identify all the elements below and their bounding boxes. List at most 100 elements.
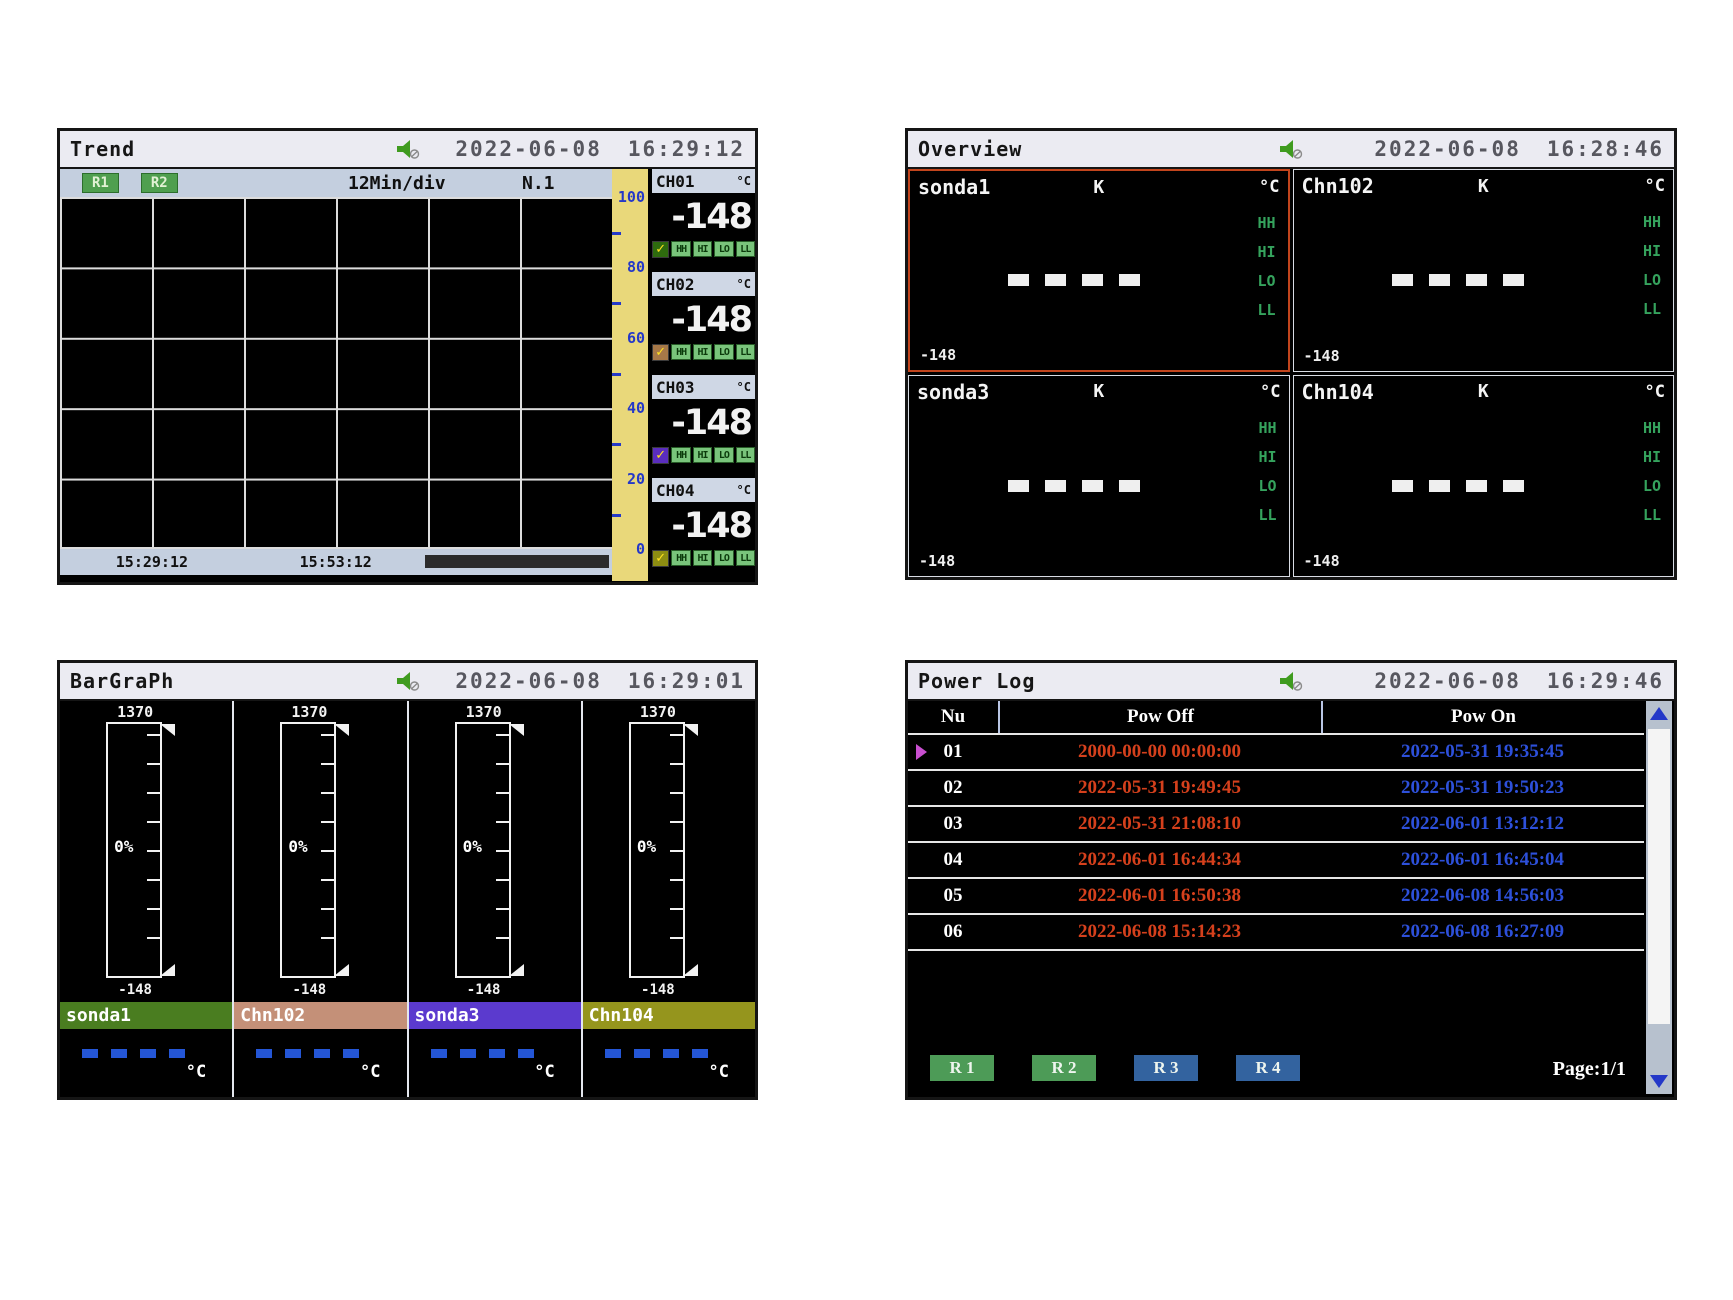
pow-off-cell: 2022-05-31 19:49:45 bbox=[1077, 777, 1242, 798]
bargraph-panel: BarGraPh 2022-06-08 16:29:01 1370 0% -14… bbox=[57, 660, 758, 1100]
tile-unit: °C bbox=[1644, 176, 1665, 196]
table-row[interactable]: 02 2022-05-31 19:49:45 2022-05-31 19:50:… bbox=[908, 771, 1644, 807]
tile-unit: °C bbox=[1644, 381, 1665, 402]
group-number-label: N.1 bbox=[522, 172, 555, 194]
row-number: 05 bbox=[943, 885, 963, 906]
scroll-up-icon[interactable] bbox=[1650, 707, 1668, 720]
speaker-muted-icon bbox=[395, 138, 421, 160]
channel-readout-ch02[interactable]: CH02 °C -148 ✓ HH HI LO LL bbox=[652, 272, 756, 368]
trend-value-scale: 100 80 60 40 20 0 bbox=[612, 169, 648, 581]
overview-title: Overview bbox=[918, 137, 1023, 161]
channel-readout-ch03[interactable]: CH03 °C -148 ✓ HH HI LO LL bbox=[652, 375, 756, 471]
scroll-down-icon[interactable] bbox=[1650, 1075, 1668, 1088]
powerlog-datetime: 2022-06-08 16:29:46 bbox=[1374, 669, 1674, 693]
alarm-ll-label: LL bbox=[1257, 301, 1276, 319]
pen-checkbox[interactable]: ✓ bbox=[652, 446, 670, 464]
relay-r1-badge[interactable]: R1 bbox=[82, 173, 119, 193]
relay-r1-button[interactable]: R 1 bbox=[930, 1055, 994, 1081]
time-display: 16:28:46 bbox=[1546, 137, 1664, 161]
pen-checkbox[interactable]: ✓ bbox=[652, 343, 670, 361]
relay-r2-badge[interactable]: R2 bbox=[140, 173, 178, 193]
pen-checkbox[interactable]: ✓ bbox=[652, 240, 670, 258]
table-row[interactable]: 01 2000-00-00 00:00:00 2022-05-31 19:35:… bbox=[908, 735, 1644, 771]
relay-r4-button[interactable]: R 4 bbox=[1236, 1055, 1300, 1081]
column-header-nu: Nu bbox=[940, 706, 966, 727]
trend-titlebar: Trend 2022-06-08 16:29:12 bbox=[60, 131, 755, 169]
scrollbar[interactable] bbox=[1646, 701, 1672, 1094]
pow-off-cell: 2000-00-00 00:00:00 bbox=[1077, 741, 1242, 762]
overview-datetime: 2022-06-08 16:28:46 bbox=[1374, 137, 1674, 161]
alarm-hh-label: HH bbox=[1642, 418, 1661, 437]
alarm-hi-label: HI bbox=[1257, 243, 1276, 261]
powerlog-title: Power Log bbox=[918, 669, 1036, 693]
alarm-hi-badge: HI bbox=[692, 241, 713, 257]
date-display: 2022-06-08 bbox=[1374, 669, 1521, 693]
page-indicator: Page:1/1 bbox=[1552, 1058, 1626, 1080]
relay-buttons: R 1 R 2 R 3 R 4 bbox=[930, 1055, 1300, 1081]
sensor-type: K bbox=[1477, 381, 1489, 402]
overview-tile-chn102[interactable]: Chn102 K °C HH HI LO LL -148 bbox=[1292, 169, 1674, 372]
scale-tick: 0 bbox=[635, 540, 645, 558]
sensor-type: K bbox=[1093, 176, 1105, 198]
pow-on-cell: 2022-05-31 19:35:45 bbox=[1400, 741, 1565, 762]
gauge-unit-label: °C bbox=[534, 1062, 555, 1082]
alarm-hi-label: HI bbox=[1642, 242, 1661, 260]
table-row[interactable]: 04 2022-06-01 16:44:34 2022-06-01 16:45:… bbox=[908, 843, 1644, 879]
alarm-status-list: HH HI LO LL bbox=[1257, 209, 1275, 325]
no-reading-dashes bbox=[1392, 274, 1525, 287]
gauge-max-label: 1370 bbox=[117, 703, 154, 721]
gauge-top-marker-icon bbox=[334, 724, 350, 736]
gauge-channel-tag: Chn102 bbox=[234, 1002, 407, 1029]
alarm-hh-badge: HH bbox=[671, 344, 691, 360]
time-axis-handle[interactable] bbox=[425, 555, 609, 568]
alarm-ll-label: LL bbox=[1642, 300, 1661, 318]
bargraph-titlebar: BarGraPh 2022-06-08 16:29:01 bbox=[60, 663, 755, 701]
alarm-ll-badge: LL bbox=[735, 241, 756, 257]
gauge-bottom-marker-icon bbox=[160, 964, 176, 976]
bargraph-columns: 1370 0% -148 sonda1 °C 1370 0% -148 Chn1… bbox=[60, 701, 755, 1097]
channel-name: CH02 bbox=[656, 274, 695, 294]
gauge-ticks bbox=[147, 734, 161, 966]
trend-datetime: 2022-06-08 16:29:12 bbox=[455, 137, 755, 161]
table-row[interactable]: 05 2022-06-01 16:50:38 2022-06-08 14:56:… bbox=[908, 879, 1644, 915]
tile-name: sonda1 bbox=[918, 175, 991, 199]
gauge-unit-label: °C bbox=[708, 1062, 729, 1082]
table-row[interactable]: 03 2022-05-31 21:08:10 2022-06-01 13:12:… bbox=[908, 807, 1644, 843]
row-number: 04 bbox=[943, 849, 963, 870]
overview-tile-sonda3[interactable]: sonda3 K °C HH HI LO LL -148 bbox=[908, 374, 1290, 577]
table-row[interactable]: 06 2022-06-08 15:14:23 2022-06-08 16:27:… bbox=[908, 915, 1644, 951]
overview-panel: Overview 2022-06-08 16:28:46 sonda1 K °C… bbox=[905, 128, 1677, 580]
overview-titlebar: Overview 2022-06-08 16:28:46 bbox=[908, 131, 1674, 169]
scrollbar-thumb[interactable] bbox=[1648, 729, 1670, 1024]
column-header-pow-on: Pow On bbox=[1321, 701, 1644, 733]
scale-tick: 60 bbox=[626, 329, 645, 347]
gauge-unit-label: °C bbox=[360, 1062, 381, 1082]
date-display: 2022-06-08 bbox=[455, 669, 602, 693]
trend-toolbar: R1 R2 12Min/div N.1 bbox=[60, 169, 612, 197]
no-reading-dashes bbox=[82, 1049, 186, 1058]
bar-gauge-sonda3[interactable]: 1370 0% -148 sonda3 °C bbox=[408, 701, 583, 1097]
bargraph-datetime: 2022-06-08 16:29:01 bbox=[455, 669, 755, 693]
alarm-hi-label: HI bbox=[1258, 447, 1277, 466]
bar-gauge-sonda1[interactable]: 1370 0% -148 sonda1 °C bbox=[60, 701, 235, 1097]
alarm-lo-badge: LO bbox=[714, 241, 734, 257]
relay-r3-button[interactable]: R 3 bbox=[1134, 1055, 1198, 1081]
relay-r2-button[interactable]: R 2 bbox=[1032, 1055, 1096, 1081]
gauge-percent-label: 0% bbox=[288, 837, 308, 856]
pow-on-cell: 2022-05-31 19:50:23 bbox=[1400, 777, 1565, 798]
trend-channel-list: CH01 °C -148 ✓ HH HI LO LL CH02 °C -148 ✓ … bbox=[652, 169, 756, 581]
trend-chart-grid[interactable] bbox=[60, 197, 612, 549]
bar-gauge-chn102[interactable]: 1370 0% -148 Chn102 °C bbox=[234, 701, 409, 1097]
channel-value: -148 bbox=[671, 403, 753, 443]
row-number: 02 bbox=[943, 777, 963, 798]
channel-readout-ch04[interactable]: CH04 °C -148 ✓ HH HI LO LL bbox=[652, 478, 756, 574]
gauge-percent-label: 0% bbox=[462, 837, 482, 856]
gauge-channel-tag: Chn104 bbox=[582, 1002, 755, 1029]
bar-gauge-chn104[interactable]: 1370 0% -148 Chn104 °C bbox=[582, 701, 755, 1097]
alarm-ll-label: LL bbox=[1258, 505, 1277, 524]
overview-tile-sonda1[interactable]: sonda1 K °C HH HI LO LL -148 bbox=[908, 169, 1290, 372]
pen-checkbox[interactable]: ✓ bbox=[652, 549, 670, 567]
channel-readout-ch01[interactable]: CH01 °C -148 ✓ HH HI LO LL bbox=[652, 169, 756, 265]
overview-tile-chn104[interactable]: Chn104 K °C HH HI LO LL -148 bbox=[1292, 374, 1674, 577]
